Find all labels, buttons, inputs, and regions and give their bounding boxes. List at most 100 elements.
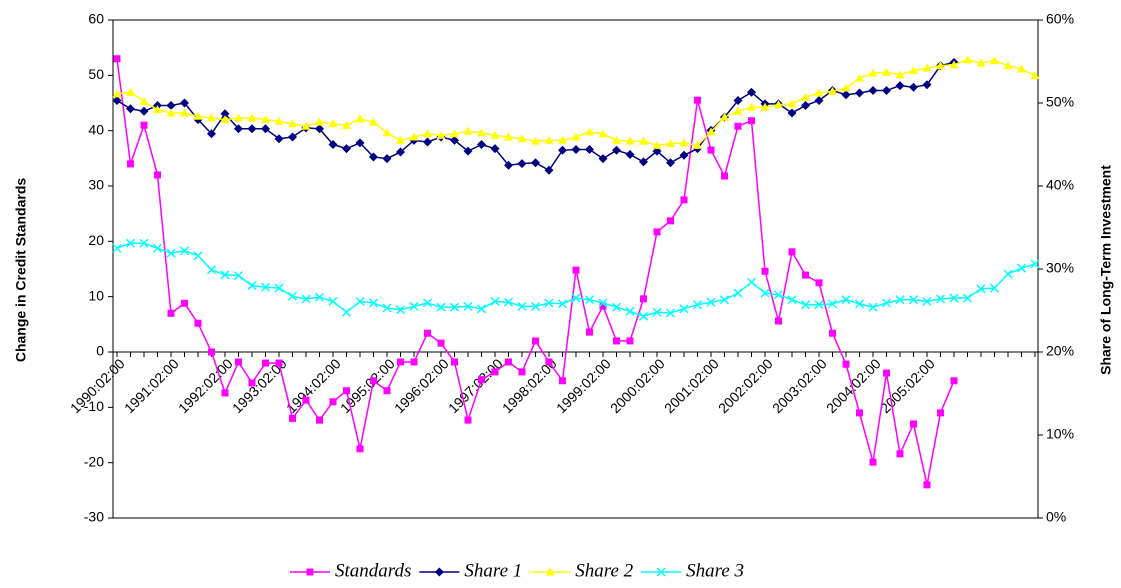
marker: [882, 67, 891, 76]
marker: [665, 308, 676, 318]
marker: [719, 295, 730, 305]
marker: [167, 309, 175, 317]
marker: [747, 102, 756, 111]
marker: [301, 294, 311, 304]
marker: [572, 266, 580, 274]
marker: [638, 311, 649, 321]
marker: [382, 128, 392, 137]
marker: [328, 119, 338, 128]
marker: [125, 238, 136, 248]
marker: [355, 114, 365, 123]
marker: [855, 73, 864, 82]
marker: [503, 297, 514, 307]
marker: [288, 132, 297, 142]
marker: [301, 121, 311, 130]
marker: [679, 138, 689, 147]
marker: [518, 368, 526, 376]
marker: [653, 228, 661, 236]
marker: [234, 124, 243, 134]
legend-marker: [306, 568, 314, 576]
marker: [247, 281, 257, 291]
marker: [666, 139, 675, 148]
marker: [626, 337, 634, 345]
marker: [369, 152, 378, 162]
marker: [221, 389, 229, 397]
marker: [180, 98, 189, 108]
marker: [787, 295, 797, 305]
marker: [113, 55, 121, 63]
marker: [625, 136, 635, 145]
y-tick-label: -10: [84, 398, 104, 414]
marker: [478, 376, 485, 384]
marker: [152, 243, 163, 253]
x-tick-label: 1992:02:00: [175, 355, 236, 416]
marker: [976, 284, 986, 294]
marker: [355, 296, 365, 306]
marker: [139, 238, 149, 248]
marker: [558, 135, 567, 144]
marker: [652, 146, 662, 156]
y2-tick-label: 0%: [1046, 509, 1066, 525]
y-tick-label: 50: [88, 66, 104, 82]
marker: [881, 298, 892, 308]
marker: [140, 121, 148, 129]
marker: [423, 137, 432, 147]
marker: [356, 445, 364, 453]
marker: [652, 307, 662, 317]
marker: [883, 369, 890, 377]
marker: [424, 329, 431, 337]
marker: [598, 129, 608, 138]
marker: [909, 66, 918, 75]
marker: [761, 267, 769, 275]
marker: [544, 165, 554, 175]
marker: [491, 368, 499, 376]
marker: [746, 277, 757, 287]
marker: [247, 113, 257, 122]
y2-tick-label: 10%: [1046, 426, 1074, 442]
marker: [248, 379, 256, 387]
marker: [274, 116, 284, 125]
marker: [571, 132, 581, 141]
marker: [706, 127, 716, 136]
y-tick-label: 0: [96, 343, 104, 359]
marker: [747, 87, 756, 97]
marker: [787, 108, 797, 118]
marker: [586, 328, 593, 336]
marker: [517, 159, 527, 169]
marker: [166, 248, 176, 258]
marker: [625, 149, 635, 159]
marker: [922, 296, 932, 306]
marker: [1003, 61, 1013, 70]
marker: [829, 329, 836, 337]
marker: [585, 127, 594, 136]
marker: [139, 96, 149, 105]
marker: [397, 358, 404, 366]
x-tick-label: 2004:02:00: [823, 355, 884, 416]
x-tick-label: 2003:02:00: [769, 355, 830, 416]
series-line: [116, 61, 955, 172]
marker: [963, 55, 972, 64]
legend-marker: [656, 567, 666, 577]
marker: [909, 82, 918, 92]
marker: [193, 251, 203, 261]
marker: [1003, 269, 1013, 279]
y-tick-label: 60: [88, 11, 104, 27]
legend-label: Share 1: [464, 560, 522, 581]
marker: [505, 358, 512, 366]
marker: [679, 150, 689, 160]
marker: [949, 293, 959, 303]
marker: [261, 115, 270, 124]
marker: [206, 265, 217, 275]
marker: [652, 140, 662, 149]
marker: [274, 283, 284, 293]
y2-axis-title: Share of Long-Term Investment: [1098, 165, 1114, 375]
y-tick-label: -20: [84, 453, 104, 469]
marker: [463, 301, 473, 311]
marker: [531, 158, 540, 168]
marker: [247, 124, 257, 134]
marker: [451, 358, 458, 366]
y-tick-label: 40: [88, 121, 104, 137]
marker: [827, 299, 838, 309]
legend-label: Standards: [335, 560, 411, 581]
